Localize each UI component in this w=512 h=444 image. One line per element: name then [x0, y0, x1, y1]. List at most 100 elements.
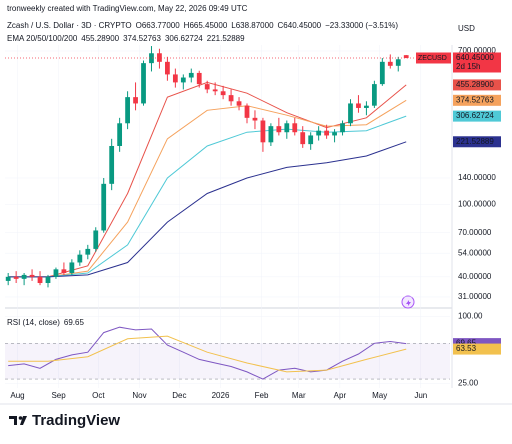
- symbol-tag-bg: [416, 52, 451, 64]
- ema-price-tag-bg: [453, 136, 501, 148]
- candle-body: [149, 53, 154, 64]
- x-tick-label: Feb: [255, 391, 269, 400]
- ohlc-value: L638.87000: [231, 21, 274, 30]
- ohlc-value: C640.45000: [278, 21, 322, 30]
- candle-body: [93, 230, 99, 249]
- candle-body: [141, 63, 146, 104]
- x-tick-label: Oct: [92, 391, 105, 400]
- rsi-line: [8, 326, 407, 380]
- change-value: −23.33000 (−3.51%): [325, 21, 398, 30]
- x-tick-label: 2026: [212, 391, 230, 400]
- candle-body: [180, 77, 186, 83]
- candle-body: [101, 183, 107, 231]
- y-tick-label: 140.00000: [458, 173, 496, 182]
- candle-body: [268, 126, 274, 143]
- candle-body: [77, 254, 83, 263]
- candle-body: [157, 53, 162, 62]
- symbol-title: Zcash / U.S. Dollar · 3D · CRYPTO: [7, 21, 132, 30]
- x-tick-label: Jun: [414, 391, 427, 400]
- ema-line: [8, 141, 407, 278]
- candle-body: [403, 55, 409, 58]
- rsi-tag: 69.65: [456, 339, 477, 348]
- last-price-tag: 640.45000: [456, 53, 494, 62]
- y-tick-label: 70.00000: [458, 228, 492, 237]
- candle-body: [165, 61, 170, 75]
- candle-body: [316, 130, 322, 136]
- x-tick-label: Aug: [10, 391, 24, 400]
- symbol-tag: ZECUSD: [418, 55, 447, 62]
- ohlc-value: O663.77000: [136, 21, 181, 30]
- candle-body: [236, 101, 242, 106]
- credit: tronweekly created with TradingView.com,…: [7, 4, 248, 13]
- y-tick-label: 25.00: [458, 379, 479, 388]
- candle-body: [379, 61, 385, 85]
- candle-body: [371, 84, 377, 106]
- candle-body: [212, 89, 218, 92]
- candle-body: [133, 97, 138, 104]
- candle-body: [387, 61, 393, 66]
- candle-body: [228, 95, 234, 102]
- candle-body: [69, 262, 75, 274]
- ema-line: [8, 81, 407, 278]
- candle-body: [244, 105, 250, 118]
- y-tick-label: 54.00000: [458, 248, 492, 257]
- x-tick-label: Dec: [172, 391, 186, 400]
- x-tick-label: Sep: [51, 391, 66, 400]
- x-tick-label: Apr: [334, 391, 347, 400]
- indicator-title: EMA 20/50/100/200: [7, 34, 78, 43]
- rsi-line: [8, 335, 407, 373]
- candle-body: [61, 269, 67, 274]
- candle-body: [332, 132, 337, 136]
- candle-body: [260, 120, 266, 143]
- indicator-title: RSI (14, close): [7, 318, 60, 327]
- candle-body: [284, 123, 290, 133]
- candle-body: [5, 276, 11, 281]
- ema-price-tag-bg: [453, 79, 501, 91]
- ohlc-value: H665.45000: [184, 21, 228, 30]
- last-price-tag-bg: [453, 52, 501, 73]
- candle-body: [196, 72, 202, 85]
- candle-body: [324, 130, 329, 136]
- currency: USD: [458, 24, 475, 33]
- candle-body: [29, 274, 35, 277]
- candle-body: [395, 59, 401, 66]
- countdown: 2d 15h: [456, 62, 480, 71]
- candle-body: [364, 105, 369, 108]
- x-tick-label: Nov: [132, 391, 146, 400]
- candle-body: [348, 103, 353, 124]
- candle-body: [125, 97, 130, 124]
- ema-price-tag: 221.52889: [456, 137, 494, 146]
- ema-price-tag: 374.52763: [456, 95, 494, 104]
- candle-body: [13, 276, 19, 279]
- rsi-tag: 63.53: [456, 344, 477, 353]
- candle-body: [276, 126, 282, 133]
- ema-price-tag-bg: [453, 94, 501, 106]
- y-tick-label: 40.00000: [458, 272, 492, 281]
- candle-body: [292, 123, 298, 133]
- candle-body: [21, 274, 27, 279]
- candle-body: [37, 276, 43, 284]
- rsi-band: [5, 343, 450, 380]
- candle-body: [340, 123, 345, 133]
- ema-price-tag: 306.62724: [456, 111, 494, 120]
- candle-body: [109, 145, 115, 184]
- ema-value: 306.62724: [165, 34, 203, 43]
- ema-price-tag-bg: [453, 110, 501, 122]
- brand-name: TradingView: [32, 412, 120, 429]
- candle-body: [53, 269, 59, 277]
- brand-logo: [9, 416, 27, 425]
- candle-body: [188, 72, 194, 78]
- x-tick-label: May: [372, 391, 387, 400]
- ema-line: [8, 99, 407, 278]
- candle-body: [308, 135, 314, 145]
- alert-icon-glyph: [406, 300, 411, 306]
- candle-body: [117, 123, 123, 146]
- y-tick-label: 700.00000: [458, 46, 496, 55]
- rsi-value: 69.65: [64, 318, 85, 327]
- ema-line: [8, 115, 407, 278]
- ema-value: 221.52889: [207, 34, 245, 43]
- y-tick-label: 100.00: [458, 312, 483, 321]
- candle-body: [85, 248, 91, 255]
- candle-body: [204, 84, 210, 90]
